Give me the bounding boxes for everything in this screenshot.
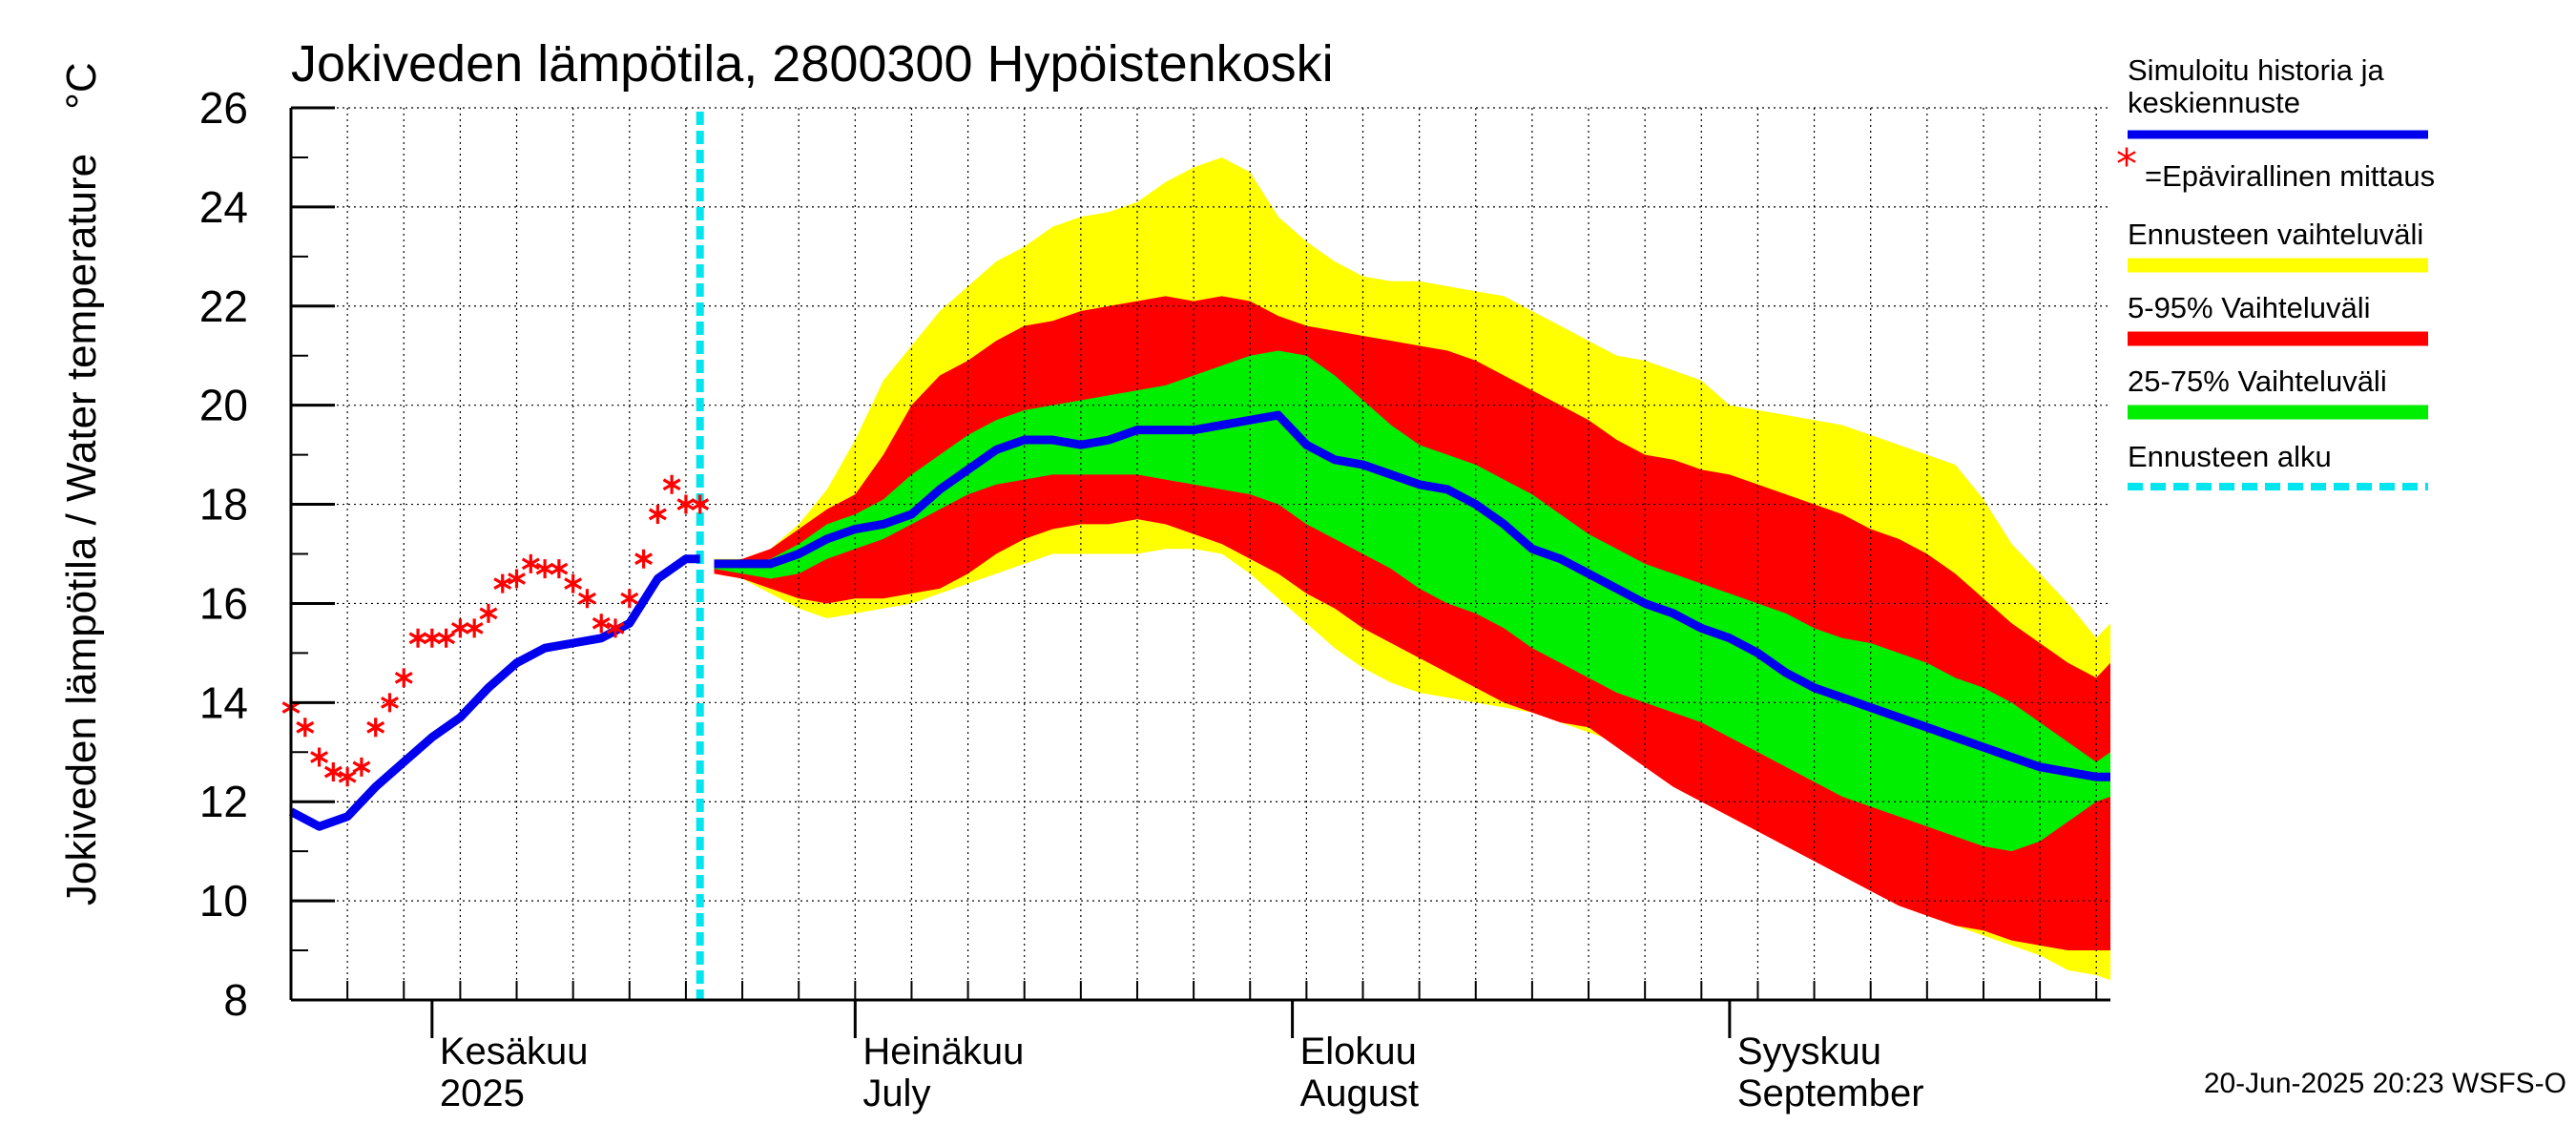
month-label-en: August: [1300, 1072, 1420, 1114]
observation-marker: [366, 718, 385, 738]
observation-marker: [381, 693, 399, 713]
observation-marker: [550, 559, 569, 579]
observation-marker: [676, 494, 696, 514]
observation-marker: [620, 589, 639, 609]
history-line: [288, 554, 700, 831]
observation-marker: [606, 618, 625, 638]
footer-timestamp: 20-Jun-2025 20:23 WSFS-O: [2204, 1068, 2566, 1099]
month-label-fi: Elokuu: [1300, 1030, 1417, 1072]
y-tick-label: 16: [199, 578, 248, 628]
month-label-fi: Kesäkuu: [440, 1030, 589, 1072]
observation-marker: [437, 628, 456, 648]
observation-marker: [465, 618, 484, 638]
month-label-fi: Heinäkuu: [862, 1030, 1024, 1072]
observation-marker: [296, 718, 315, 738]
observation-marker: [577, 589, 596, 609]
y-axis-unit: °C: [58, 62, 105, 109]
legend: Simuloitu historia ja keskiennuste * =Ep…: [2116, 53, 2435, 490]
legend-history-label-line1: Simuloitu historia ja: [2128, 53, 2385, 87]
observation-marker: [394, 668, 413, 688]
legend-start-label: Ennusteen alku: [2128, 440, 2332, 473]
legend-p25-75-label: 25-75% Vaihteluväli: [2128, 364, 2387, 398]
y-tick-label: 14: [199, 677, 248, 727]
y-tick-label: 20: [199, 381, 248, 430]
observation-marker: [352, 757, 371, 777]
chart-title: Jokiveden lämpötila, 2800300 Hypöistenko…: [291, 35, 1334, 93]
y-tick-label: 22: [199, 281, 248, 331]
observation-marker: [691, 494, 710, 514]
observation-marker: [592, 614, 611, 634]
legend-history-label-line2: keskiennuste: [2128, 86, 2300, 119]
observation-marker: [564, 573, 583, 593]
observation-marker: [521, 553, 540, 573]
legend-p5-95-label: 5-95% Vaihteluväli: [2128, 291, 2370, 324]
observation-marker: [479, 603, 498, 623]
observation-marker: [535, 559, 554, 579]
y-tick-label: 24: [199, 182, 248, 232]
y-tick-label: 26: [199, 83, 248, 133]
observation-marker: [634, 549, 654, 569]
observation-marker: [662, 474, 681, 494]
y-tick-label: 18: [199, 480, 248, 530]
forecast-mean-line: [714, 410, 2110, 781]
y-tick-label: 8: [223, 975, 248, 1025]
month-label-en: July: [862, 1072, 930, 1114]
observation-marker: [508, 569, 526, 589]
observation-marker: [323, 762, 343, 782]
observation-marker: [338, 767, 357, 787]
observation-marker: [648, 504, 667, 524]
p25-75-band: [714, 350, 2111, 852]
observation-marker: [310, 747, 329, 767]
legend-range-label: Ennusteen vaihteluväli: [2128, 218, 2423, 251]
observation-marker: [450, 618, 469, 638]
legend-obs-marker: *: [2116, 140, 2137, 189]
y-tick-label: 12: [199, 777, 248, 826]
legend-obs-label: =Epävirallinen mittaus: [2145, 159, 2435, 193]
observation-marker: [493, 573, 512, 593]
month-label-en: September: [1737, 1072, 1924, 1114]
month-label-fi: Syyskuu: [1737, 1030, 1881, 1072]
y-axis-label: Jokiveden lämpötila / Water temperature: [58, 154, 105, 906]
y-tick-label: 10: [199, 876, 248, 926]
observation-marker: [423, 628, 442, 648]
observation-marker: [408, 628, 427, 648]
month-label-en: 2025: [440, 1072, 525, 1114]
